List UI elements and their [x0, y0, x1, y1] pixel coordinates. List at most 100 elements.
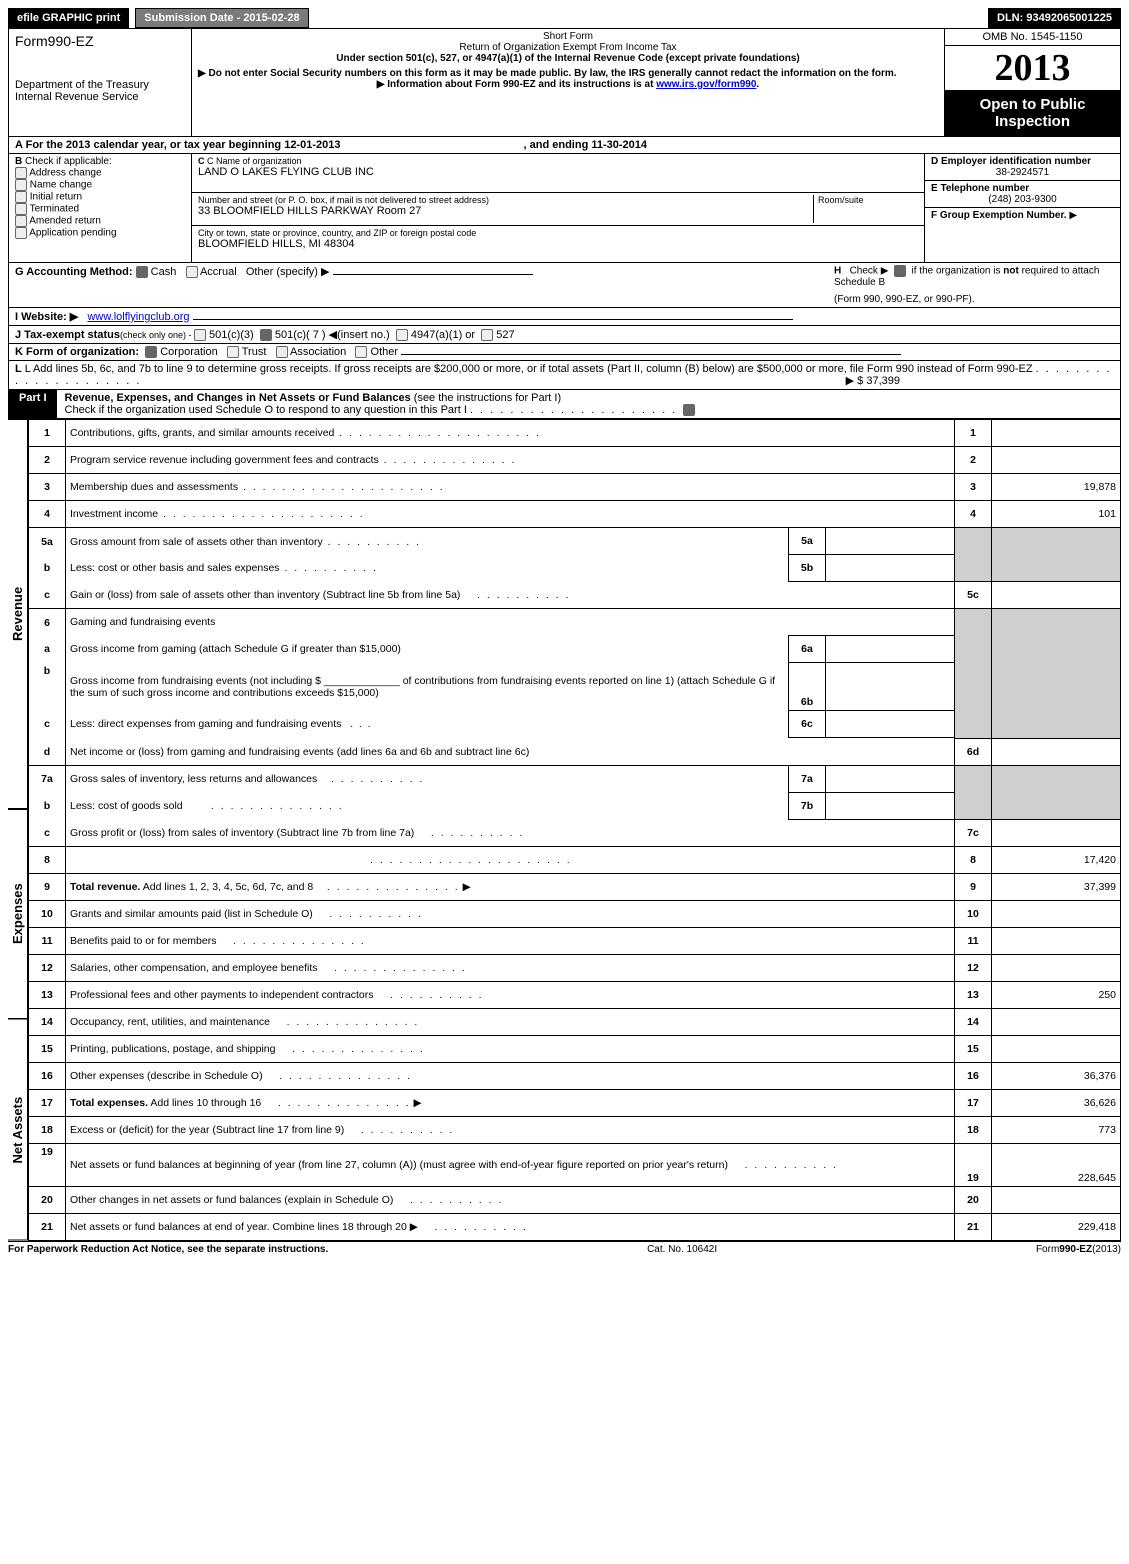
line-16-ref: 16	[955, 1062, 992, 1089]
line-5c-row: c Gain or (loss) from sale of assets oth…	[29, 582, 1121, 609]
line-18-desc: Excess or (deficit) for the year (Subtra…	[70, 1124, 344, 1136]
trust-checkbox[interactable]	[227, 346, 239, 358]
part-1-instr: (see the instructions for Part I)	[411, 392, 561, 404]
line-11-desc: Benefits paid to or for members	[70, 935, 216, 947]
initial-return-checkbox[interactable]	[15, 191, 27, 203]
line-12-row: 12 Salaries, other compensation, and emp…	[29, 954, 1121, 981]
line-10-val	[992, 900, 1121, 927]
line-12-desc: Salaries, other compensation, and employ…	[70, 962, 317, 974]
501c3-checkbox[interactable]	[194, 329, 206, 341]
line-5a-sub: 5a	[789, 528, 826, 555]
trust-label: Trust	[242, 346, 267, 358]
line-7a-sub: 7a	[789, 765, 826, 792]
name-change-label: Name change	[30, 180, 92, 191]
group-exemption-arrow: ▶	[1069, 210, 1077, 221]
form-org-label: K Form of organization:	[15, 346, 139, 358]
city-value: BLOOMFIELD HILLS, MI 48304	[198, 238, 918, 250]
line-6a-sub: 6a	[789, 636, 826, 663]
form-ref: Form990-EZ(2013)	[1036, 1244, 1121, 1255]
line-20-val	[992, 1186, 1121, 1213]
section-l: L L Add lines 5b, 6c, and 7b to line 9 t…	[8, 361, 1121, 390]
form-title: Return of Organization Exempt From Incom…	[198, 42, 938, 53]
other-specify-input[interactable]	[333, 274, 533, 275]
form-ref-pre: Form	[1036, 1244, 1059, 1255]
line-5c-ref: 5c	[955, 582, 992, 609]
line-9-desc-bold: Total revenue.	[70, 881, 140, 893]
catalog-number: Cat. No. 10642I	[647, 1244, 717, 1255]
line-15-val	[992, 1035, 1121, 1062]
line-21-desc: Net assets or fund balances at end of ye…	[70, 1221, 418, 1233]
cash-checkbox[interactable]	[136, 266, 148, 278]
line-12-val	[992, 954, 1121, 981]
name-change-checkbox[interactable]	[15, 179, 27, 191]
line-9-row: 9 Total revenue. Add lines 1, 2, 3, 4, 5…	[29, 873, 1121, 900]
line-20-desc: Other changes in net assets or fund bala…	[70, 1194, 393, 1206]
address-change-label: Address change	[29, 168, 101, 179]
section-k: K Form of organization: Corporation Trus…	[8, 344, 1121, 361]
line-18-ref: 18	[955, 1116, 992, 1143]
accrual-checkbox[interactable]	[186, 266, 198, 278]
line-17-ref: 17	[955, 1089, 992, 1116]
h-check-label: Check ▶	[850, 266, 889, 277]
line-14-desc: Occupancy, rent, utilities, and maintena…	[70, 1016, 270, 1028]
terminated-checkbox[interactable]	[15, 203, 27, 215]
check-applicable-label: Check if applicable:	[25, 156, 112, 167]
line-15-desc: Printing, publications, postage, and shi…	[70, 1043, 275, 1055]
line-1-desc: Contributions, gifts, grants, and simila…	[70, 427, 334, 439]
line-19-desc: Net assets or fund balances at beginning…	[70, 1159, 728, 1171]
submission-date-box: Submission Date - 2015-02-28	[135, 8, 308, 28]
line-5b-desc: Less: cost or other basis and sales expe…	[70, 562, 280, 574]
h-text4: (Form 990, 990-EZ, or 990-PF).	[834, 294, 1114, 305]
line-7b-sub: 7b	[789, 792, 826, 819]
org-name-label: C Name of organization	[207, 156, 302, 166]
section-c: C C Name of organization LAND O LAKES FL…	[192, 154, 924, 262]
address-change-checkbox[interactable]	[15, 167, 27, 179]
app-pending-label: Application pending	[29, 228, 116, 239]
amended-return-checkbox[interactable]	[15, 215, 27, 227]
corporation-checkbox[interactable]	[145, 346, 157, 358]
other-org-checkbox[interactable]	[355, 346, 367, 358]
line-13-desc: Professional fees and other payments to …	[70, 989, 374, 1001]
ssn-note: ▶ Do not enter Social Security numbers o…	[198, 68, 938, 79]
netassets-sidelabel: Net Assets	[8, 1019, 28, 1241]
open-to-public: Open to Public Inspection	[945, 90, 1120, 136]
line-10-desc: Grants and similar amounts paid (list in…	[70, 908, 313, 920]
line-6c-sub: 6c	[789, 711, 826, 738]
form-ref-post: (2013)	[1092, 1244, 1121, 1255]
app-pending-checkbox[interactable]	[15, 227, 27, 239]
section-b: B Check if applicable: Address change Na…	[9, 154, 192, 262]
section-j: J Tax-exempt status(check only one) - 50…	[8, 326, 1121, 344]
line-2-row: 2 Program service revenue including gove…	[29, 447, 1121, 474]
amended-return-label: Amended return	[29, 216, 101, 227]
line-5c-val	[992, 582, 1121, 609]
section-def: D Employer identification number 38-2924…	[924, 154, 1120, 262]
instructions-link[interactable]: www.irs.gov/form990	[656, 79, 756, 90]
line-7b-desc: Less: cost of goods sold	[70, 800, 183, 812]
section-gh: G Accounting Method: Cash Accrual Other …	[8, 263, 1121, 308]
line-3-val: 19,878	[992, 474, 1121, 501]
section-bcd: B Check if applicable: Address change Na…	[8, 154, 1121, 263]
expenses-sidelabel: Expenses	[8, 809, 28, 1019]
line-3-ref: 3	[955, 474, 992, 501]
line-9-desc: Add lines 1, 2, 3, 4, 5c, 6d, 7c, and 8	[140, 881, 313, 893]
form-ref-bold: 990-EZ	[1059, 1244, 1092, 1255]
tax-year-begin: For the 2013 calendar year, or tax year …	[26, 139, 341, 151]
website-link[interactable]: www.lolflyingclub.org	[87, 311, 189, 323]
line-1-val	[992, 420, 1121, 447]
lines-table: 1 Contributions, gifts, grants, and simi…	[28, 419, 1121, 1241]
schedule-o-checkbox[interactable]	[683, 404, 695, 416]
4947-checkbox[interactable]	[396, 329, 408, 341]
phone-value: (248) 203-9300	[931, 194, 1114, 205]
501c-checkbox[interactable]	[260, 329, 272, 341]
association-checkbox[interactable]	[276, 346, 288, 358]
efile-print-button[interactable]: efile GRAPHIC print	[8, 8, 129, 28]
schedule-b-checkbox[interactable]	[894, 265, 906, 277]
527-checkbox[interactable]	[481, 329, 493, 341]
501c-label: 501(c)( 7 ) ◀(insert no.)	[275, 329, 390, 341]
line-16-val: 36,376	[992, 1062, 1121, 1089]
line-7c-desc: Gross profit or (loss) from sales of inv…	[70, 827, 414, 839]
part-1-check-text: Check if the organization used Schedule …	[65, 404, 467, 416]
paperwork-notice: For Paperwork Reduction Act Notice, see …	[8, 1244, 328, 1255]
group-exemption-label: F Group Exemption Number.	[931, 210, 1067, 221]
form-header: Form990-EZ Department of the Treasury In…	[8, 28, 1121, 137]
